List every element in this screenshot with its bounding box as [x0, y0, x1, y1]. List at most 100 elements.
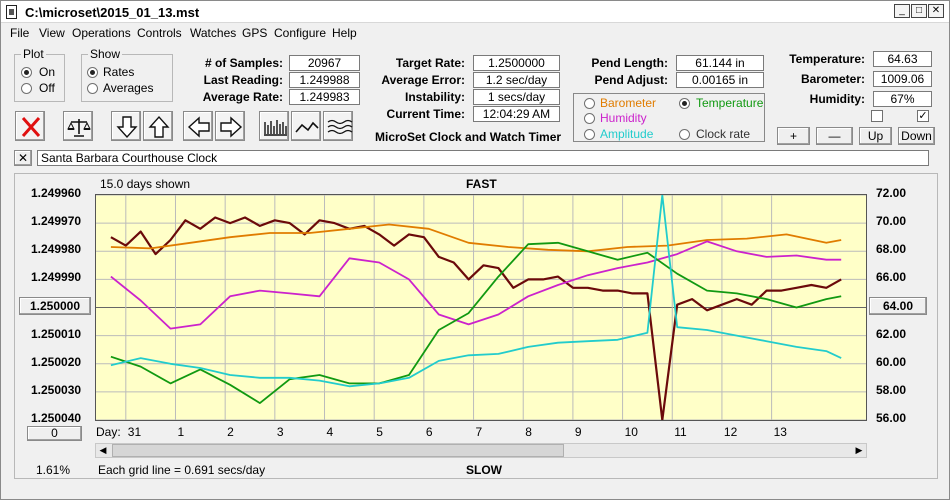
menu-help[interactable]: Help — [332, 26, 357, 40]
center-rate-button[interactable]: 1.250000 — [19, 297, 91, 315]
target-rate-label: Target Rate: — [395, 56, 465, 70]
menu-view[interactable]: View — [39, 26, 65, 40]
menu-file[interactable]: File — [10, 26, 30, 40]
humidity-label: Humidity: — [809, 92, 865, 106]
plus-button[interactable]: + — [777, 127, 810, 145]
right-axis-tick-label: 56.00 — [876, 411, 907, 425]
balance-button[interactable] — [63, 111, 93, 141]
down-button[interactable]: Down — [898, 127, 935, 145]
pend-length-label: Pend Length: — [591, 56, 668, 70]
day-tick-label: 9 — [574, 425, 582, 439]
temperature-radio[interactable] — [679, 98, 690, 109]
scroll-thumb[interactable] — [112, 444, 564, 457]
scroll-right-arrow-icon[interactable]: ▶ — [855, 445, 863, 455]
day-tick-label: 10 — [624, 425, 638, 439]
series-line-temperature — [110, 241, 842, 405]
move-up-button[interactable] — [143, 111, 173, 141]
last-reading-field: 1.249988 — [289, 72, 360, 88]
line-view-button[interactable] — [291, 111, 321, 141]
plot-on-radio[interactable] — [21, 67, 32, 78]
bar-view-button[interactable] — [259, 111, 289, 141]
temperature-field: 64.63 — [873, 51, 932, 67]
average-error-label: Average Error: — [381, 73, 465, 87]
right-checkbox[interactable]: ✓ — [917, 110, 929, 122]
barometer-radio[interactable] — [584, 98, 595, 109]
right-axis-tick-label: 58.00 — [876, 382, 907, 397]
app-icon[interactable] — [6, 5, 17, 19]
left-axis-tick-label: 1.249990 — [31, 270, 82, 285]
left-axis-tick-label: 1.250040 — [31, 411, 82, 425]
menu-operations[interactable]: Operations — [72, 26, 131, 40]
horizontal-scrollbar[interactable]: ◀ ▶ — [95, 443, 867, 458]
show-group-legend: Show — [88, 47, 123, 61]
instability-label: Instability: — [404, 90, 465, 104]
offset-button[interactable]: 0 — [27, 426, 82, 441]
left-axis-tick-label: 1.249980 — [31, 242, 82, 257]
rate-chart — [96, 194, 866, 422]
plot-on-label: On — [39, 65, 56, 79]
right-axis-tick-label: 68.00 — [876, 242, 907, 257]
clear-clock-button[interactable]: ✕ — [14, 150, 32, 166]
pend-adjust-field: 0.00165 in — [676, 72, 764, 88]
menu-gps[interactable]: GPS — [242, 26, 268, 40]
pend-adjust-label: Pend Adjust: — [594, 73, 668, 87]
current-time-label: Current Time: — [386, 107, 465, 121]
menu-controls[interactable]: Controls — [137, 26, 182, 40]
show-averages-label: Averages — [103, 81, 154, 95]
right-axis-tick-label: 70.00 — [876, 214, 907, 229]
right-axis-tick-label: 66.00 — [876, 270, 907, 285]
day-tick-label: 2 — [227, 425, 234, 439]
plot-off-radio[interactable] — [21, 83, 32, 94]
menu-configure[interactable]: Configure — [274, 26, 327, 40]
scroll-left-arrow-icon[interactable]: ◀ — [99, 445, 107, 455]
balance-scale-icon — [67, 119, 91, 137]
day-tick-label: 5 — [376, 425, 383, 439]
humidity-radio[interactable] — [584, 113, 595, 124]
maximize-button[interactable]: □ — [911, 4, 927, 18]
day-tick-label: 31 — [127, 425, 142, 439]
clock-rate-option-label: Clock rate — [696, 127, 751, 141]
barometer-option-label: Barometer — [600, 96, 657, 110]
day-tick-label: 8 — [525, 425, 532, 439]
arrow-left-icon — [187, 116, 210, 138]
center-value-button[interactable]: 64.00 — [869, 297, 927, 315]
scroll-left-button[interactable] — [183, 111, 213, 141]
menu-watches[interactable]: Watches — [190, 26, 237, 40]
stop-button[interactable] — [15, 111, 45, 141]
target-rate-field: 1.2500000 — [473, 55, 560, 71]
day-tick-label: 12 — [723, 425, 738, 439]
samples-label: # of Samples: — [204, 56, 283, 70]
day-tick-label: 1 — [177, 425, 185, 439]
clock-rate-radio[interactable] — [679, 129, 690, 140]
barometer-field: 1009.06 — [873, 71, 932, 87]
plot-group-legend: Plot — [21, 47, 46, 61]
wave-view-button[interactable] — [323, 111, 353, 141]
show-rates-radio[interactable] — [87, 67, 98, 78]
right-axis-tick-label: 60.00 — [876, 354, 907, 369]
plot-area[interactable] — [95, 194, 867, 422]
menu-bar: File View Operations Controls Watches GP… — [1, 23, 949, 43]
grid-lines — [96, 194, 866, 421]
amplitude-radio[interactable] — [584, 129, 595, 140]
left-axis-tick-label: 1.250020 — [31, 354, 82, 369]
move-down-button[interactable] — [111, 111, 141, 141]
fast-label: FAST — [466, 177, 497, 191]
close-window-button[interactable]: ✕ — [928, 4, 944, 18]
minimize-button[interactable]: _ — [894, 4, 910, 18]
app-caption: MicroSet Clock and Watch Timer — [375, 130, 562, 144]
plot-group: Plot — [14, 47, 65, 102]
left-axis-tick-label: 1.249960 — [31, 186, 82, 200]
scroll-right-button[interactable] — [215, 111, 245, 141]
series-line-barometer — [110, 223, 842, 253]
show-rates-label: Rates — [103, 65, 135, 79]
left-axis-tick-label: 1.250030 — [31, 382, 82, 397]
title-bar: C:\microset\2015_01_13.mst _ □ ✕ — [1, 1, 949, 23]
up-button[interactable]: Up — [859, 127, 892, 145]
clock-name-field[interactable]: Santa Barbara Courthouse Clock — [37, 150, 929, 166]
show-averages-radio[interactable] — [87, 83, 98, 94]
minus-button[interactable]: — — [816, 127, 853, 145]
line-graph-icon — [295, 121, 319, 133]
window-title: C:\microset\2015_01_13.mst — [25, 5, 200, 20]
left-checkbox[interactable] — [871, 110, 883, 122]
day-tick-label: 6 — [425, 425, 433, 439]
